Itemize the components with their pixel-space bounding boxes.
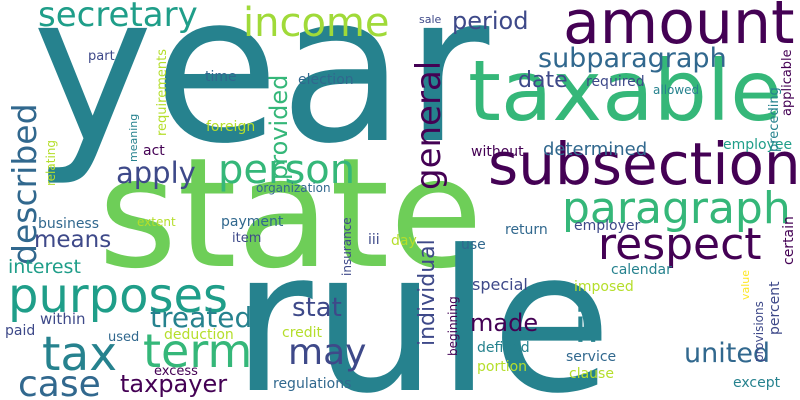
word: person (218, 147, 355, 193)
word: means (34, 227, 111, 253)
word: insurance (340, 217, 354, 276)
word: except (733, 375, 781, 391)
word: interest (8, 256, 81, 278)
word: used (108, 330, 139, 345)
word: united (684, 338, 770, 369)
word: certain (781, 216, 797, 265)
word: employee (723, 137, 792, 153)
word: item (232, 231, 261, 246)
word: income (243, 0, 390, 46)
word: day (391, 233, 417, 249)
word: excess (154, 364, 198, 379)
word: paid (5, 323, 35, 339)
word: part (88, 49, 115, 64)
word: term (143, 324, 252, 378)
word: determined (543, 139, 647, 160)
word: period (452, 7, 528, 35)
word: applicable (780, 49, 795, 116)
word: described (5, 103, 44, 265)
word: requirements (155, 49, 170, 136)
word: imposed (574, 279, 634, 295)
word: service (566, 349, 616, 365)
word: credit (282, 325, 323, 341)
word: case (18, 364, 101, 400)
word: special (472, 275, 528, 294)
word: subsection (488, 130, 800, 198)
word: allowed (653, 83, 699, 97)
word: year (32, 0, 490, 189)
word: within (40, 310, 86, 328)
word: may (288, 332, 366, 373)
word: sale (419, 13, 442, 26)
word: apply (116, 156, 196, 190)
word: paragraph (562, 183, 791, 234)
word: taxpayer (120, 370, 227, 398)
word: iii (368, 232, 380, 248)
word: business (38, 216, 99, 232)
word: return (505, 222, 548, 238)
word: deduction (164, 327, 234, 343)
word: made (470, 309, 538, 337)
word: use (461, 237, 486, 253)
word: taxable (468, 42, 782, 140)
word: calendar (611, 262, 672, 278)
word: amount (563, 0, 795, 58)
word: beginning (446, 296, 460, 356)
word: individual (415, 239, 440, 346)
word: without (471, 144, 524, 160)
word: stat (292, 293, 342, 323)
word: election (298, 72, 354, 88)
word: time (205, 69, 237, 85)
word: required (586, 74, 645, 90)
word: tax (42, 327, 117, 382)
word: preceding (767, 87, 782, 152)
word: ii (574, 299, 600, 353)
word: act (143, 143, 165, 159)
word: regulations (273, 376, 351, 392)
word: defined (477, 340, 530, 356)
word: subparagraph (538, 43, 727, 74)
word: employer (574, 218, 640, 234)
word: payment (221, 214, 284, 230)
word: date (518, 68, 568, 93)
word: treated (150, 301, 252, 334)
word: organization (256, 181, 331, 195)
word: portion (477, 359, 527, 375)
word: clause (569, 366, 614, 382)
word: state (98, 125, 483, 302)
word: general (409, 61, 449, 190)
word: rule (232, 209, 612, 400)
word: foreign (206, 119, 255, 135)
word: value (739, 270, 752, 300)
word: purposes (8, 268, 228, 324)
word: percent (767, 281, 783, 335)
word: extent (137, 215, 176, 229)
word: respect (598, 219, 762, 270)
word: relating (44, 140, 58, 186)
word: provisions (752, 301, 766, 362)
word: meaning (127, 114, 140, 162)
word: provided (265, 75, 293, 180)
word: secretary (38, 0, 198, 35)
